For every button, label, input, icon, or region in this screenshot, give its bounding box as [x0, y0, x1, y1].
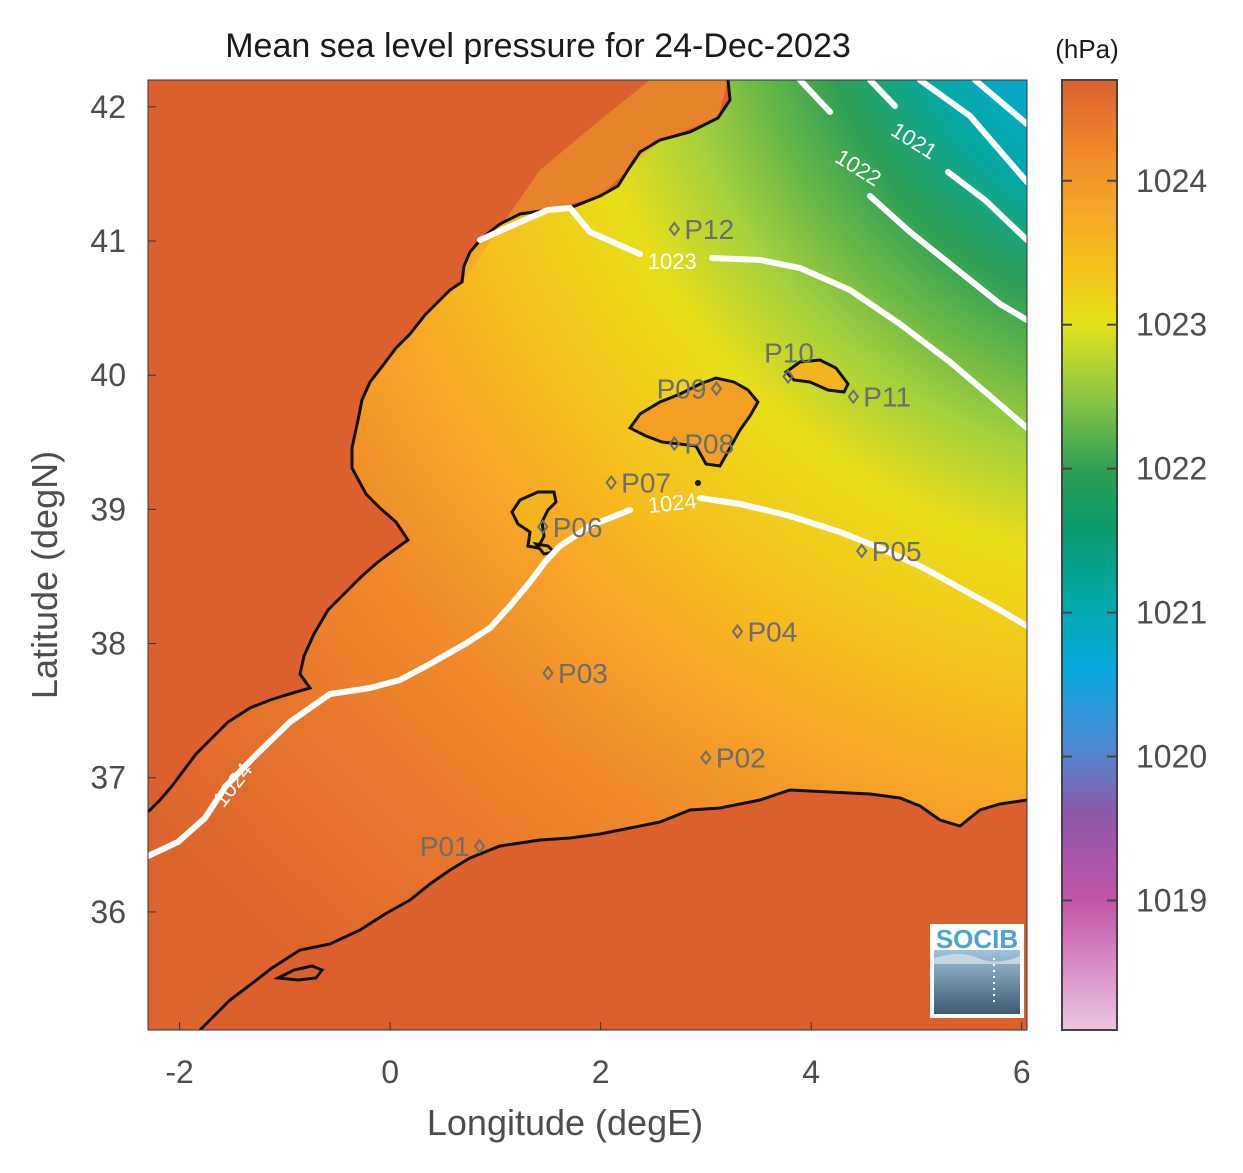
- y-tick-label: 39: [90, 491, 126, 527]
- alboran-island: [272, 964, 325, 982]
- y-axis: 36 37 38 39 40 41 42: [90, 89, 156, 930]
- isobar-1023: [477, 204, 1027, 431]
- colorbar-tick-label: 1020: [1136, 739, 1207, 775]
- colorbar-ramp: [1061, 79, 1118, 1031]
- station-label: P08: [684, 429, 734, 460]
- station-marker: [847, 389, 860, 405]
- station-marker: [782, 368, 794, 385]
- x-tick-label: 4: [802, 1054, 820, 1090]
- isobar-1021: [867, 80, 1027, 243]
- isobar-1020: [917, 80, 1027, 185]
- mallorca-island: [627, 376, 760, 468]
- station-marker: [731, 623, 744, 640]
- x-axis-label: Longitude (degE): [427, 1102, 703, 1143]
- colorbar-tick-label: 1022: [1136, 451, 1207, 487]
- cabrera-island: [695, 480, 701, 486]
- colorbar-tick-label: 1019: [1136, 882, 1207, 918]
- station-layer: P01 P02 P03 P04 P05 P06 P07 P08 P09 P10 P11 P12: [420, 214, 922, 862]
- station-label: P12: [684, 214, 734, 245]
- isobar-1024-west: [148, 507, 633, 859]
- isobar-1022: [797, 80, 1027, 323]
- station-label: P02: [716, 743, 766, 774]
- menorca-island: [783, 358, 850, 394]
- x-axis: -2 0 2 4 6: [165, 1022, 1031, 1090]
- station-label: P10: [764, 338, 814, 369]
- station-marker: [473, 838, 486, 854]
- colorbar-unit: (hPa): [1055, 34, 1119, 64]
- isobar-lines: [148, 80, 1027, 859]
- y-tick-label: 40: [90, 357, 126, 393]
- y-axis-label: Latitude (degN): [24, 451, 65, 699]
- isobar-1019: [972, 80, 1027, 127]
- x-tick-label: 2: [592, 1054, 610, 1090]
- logo-text: SOCIB: [936, 924, 1018, 954]
- africa-land: [200, 790, 1027, 1030]
- map-title: Mean sea level pressure for 24-Dec-2023: [225, 27, 851, 65]
- colorbar-tick-label: 1021: [1136, 595, 1207, 631]
- station-marker: [537, 519, 549, 535]
- station-marker: [710, 380, 723, 397]
- x-tick-label: 6: [1013, 1054, 1031, 1090]
- station-marker: [605, 474, 617, 491]
- colorbar-tick-label: 1024: [1136, 163, 1207, 199]
- station-label: P03: [558, 658, 608, 689]
- colorbar-tick-label: 1023: [1136, 307, 1207, 343]
- coastal-band: [462, 80, 728, 282]
- y-tick-label: 38: [90, 626, 126, 662]
- africa-coastline: [198, 788, 1027, 1030]
- x-tick-label: -2: [165, 1054, 193, 1090]
- colorbar-ticks: 1019 1020 1021 1022 1023 1024: [1062, 163, 1207, 918]
- station-marker: [668, 435, 681, 452]
- y-tick-label: 42: [90, 89, 126, 125]
- isobar-1024-east: [697, 495, 1027, 629]
- station-marker: [855, 543, 868, 559]
- isobar-label: 1023: [648, 249, 697, 274]
- station-label: P06: [553, 512, 603, 543]
- station-label: P01: [420, 831, 470, 862]
- station-marker: [542, 665, 554, 681]
- station-marker: [700, 749, 712, 766]
- socib-logo: SOCIB: [930, 924, 1024, 1018]
- logo-wave: [934, 954, 1020, 964]
- plot-frame: [147, 79, 1028, 1031]
- y-tick-label: 37: [90, 760, 126, 796]
- station-marker: [668, 221, 681, 237]
- station-label: P09: [657, 374, 707, 405]
- station-label: P05: [872, 536, 922, 567]
- iberia-land: [148, 80, 730, 812]
- station-label: P11: [863, 382, 911, 413]
- station-label: P04: [748, 616, 798, 647]
- y-tick-label: 41: [90, 223, 126, 259]
- iberia-coastline: [148, 80, 732, 814]
- isobar-label: 1024: [647, 488, 698, 518]
- colorbar: 1019 1020 1021 1022 1023 1024: [1061, 79, 1207, 1031]
- x-tick-label: 0: [381, 1054, 399, 1090]
- station-label: P07: [621, 468, 671, 499]
- y-tick-label: 36: [90, 894, 126, 930]
